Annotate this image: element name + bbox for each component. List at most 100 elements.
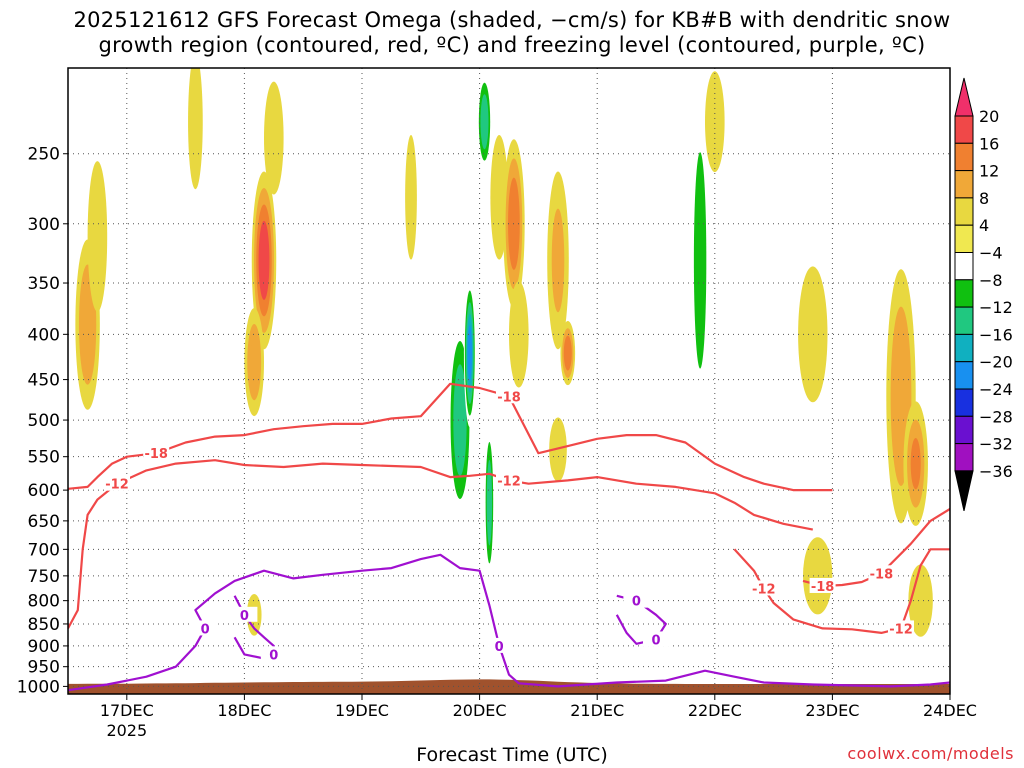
- omega-blob-7-level-1: [407, 160, 415, 234]
- colorbar-segment-3: [954, 197, 974, 226]
- omega-blob-11-level-3: [482, 105, 487, 138]
- dgz-contour-1: [68, 459, 814, 629]
- dgz-contour-label-bg-3-0: [809, 577, 836, 593]
- colorbar-label-13: −36: [979, 462, 1013, 481]
- colorbar-segment-2: [954, 170, 974, 199]
- x-tick-label-18DEC: 18DEC: [217, 701, 271, 720]
- freezing-contour-label-2-1: 0: [269, 648, 278, 663]
- dgz-contour-label-bg-0-0: [143, 445, 170, 461]
- colorbar-label-4: 4: [979, 216, 989, 235]
- colorbar-segment-10: [954, 388, 974, 417]
- omega-blob-2-level-1: [191, 82, 200, 162]
- y-tick-label-750: 750: [28, 567, 60, 587]
- y-tick-label-250: 250: [28, 145, 60, 165]
- x-axis-label: Forecast Time (UTC): [416, 744, 608, 766]
- omega-blob-0-level-2: [82, 289, 93, 360]
- x-tick-label-20DEC: 20DEC: [453, 701, 507, 720]
- dgz-contour-label-1-1: -12: [497, 474, 521, 489]
- y-tick-label-300: 300: [28, 215, 60, 235]
- omega-blob-18-level-1: [552, 430, 564, 469]
- colorbar-label-10: −24: [979, 380, 1013, 399]
- y-tick-label-900: 900: [28, 637, 60, 657]
- colorbar-label-7: −12: [979, 298, 1013, 317]
- y-tick-label-1000: 1000: [17, 677, 60, 697]
- omega-blob-12-level-3: [487, 477, 491, 528]
- dgz-contour-label-bg-1-0: [104, 475, 130, 491]
- dgz-contour-label-bg-3-1: [868, 565, 895, 581]
- omega-blob-23-level-1: [805, 120, 820, 217]
- chart-title-line2: growth region (contoured, red, ºC) and f…: [98, 33, 926, 57]
- dgz-contour-label-3-1: -18: [870, 567, 894, 582]
- y-tick-label-800: 800: [28, 592, 60, 612]
- y-tick-label-400: 400: [28, 325, 60, 345]
- x-tick-label-17DEC: 17DEC: [100, 701, 154, 720]
- freezing-contour-label-bg-2-1: [260, 646, 287, 662]
- colorbar-label-5: −4: [979, 244, 1003, 263]
- x-tick-label-21DEC: 21DEC: [570, 701, 624, 720]
- colorbar-label-3: 8: [979, 189, 989, 208]
- y-tick-label-550: 550: [28, 448, 60, 468]
- freezing-contour-label-1-1: 0: [651, 633, 660, 648]
- colorbar-label-9: −20: [979, 353, 1013, 372]
- omega-blob-20-level-2: [696, 197, 704, 324]
- colorbar-segment-11: [954, 415, 974, 445]
- dgz-contour-label-0-1: -18: [497, 390, 521, 405]
- dgz-contour-label-0-0: -18: [144, 447, 168, 462]
- omega-blob-17-level-3: [565, 342, 571, 364]
- omega-blob-10-level-5: [468, 336, 472, 370]
- y-tick-label-650: 650: [28, 512, 60, 532]
- colorbar-label-6: −8: [979, 271, 1003, 290]
- x-tick-label-24DEC: 24DEC: [923, 701, 977, 720]
- omega-blob-27-level-2: [910, 437, 921, 490]
- dgz-contour-label-1-0: -12: [105, 478, 129, 493]
- omega-blob-21-level-1: [700, 441, 710, 486]
- colorbar-segment-1: [954, 142, 974, 172]
- credit-link[interactable]: coolwx.com/models: [847, 744, 1014, 763]
- x-tick-label-23DEC: 23DEC: [805, 701, 859, 720]
- y-tick-label-350: 350: [28, 274, 60, 294]
- y-tick-label-850: 850: [28, 615, 60, 635]
- omega-blob-8-level-1: [434, 197, 447, 324]
- colorbar-label-0: 20: [979, 107, 999, 126]
- omega-blob-1-level-1: [91, 192, 104, 281]
- x-tick-label-22DEC: 22DEC: [688, 701, 742, 720]
- y-tick-label-600: 600: [28, 481, 60, 501]
- x-tick-sublabel-17DEC: 2025: [106, 721, 147, 740]
- colorbar-segment-9: [954, 361, 974, 390]
- freezing-contour-label-bg-0-1: [486, 637, 513, 653]
- freezing-contour-label-2-0: 0: [240, 609, 249, 624]
- colorbar-segment-6: [954, 279, 974, 308]
- colorbar-segment-8: [954, 333, 974, 363]
- colorbar-segment-4: [954, 224, 974, 253]
- omega-blob-13-level-1: [494, 160, 505, 234]
- chart-title-line1: 2025121612 GFS Forecast Omega (shaded, −…: [73, 8, 951, 32]
- omega-blob-5-level-1: [268, 105, 280, 171]
- omega-blob-3-level-4: [260, 237, 268, 284]
- dgz-contour-label-3-0: -18: [811, 580, 835, 595]
- freezing-contour-label-bg-0-0: [192, 620, 219, 636]
- colorbar-bottom-arrow: [954, 470, 974, 512]
- omega-blob-19-level-1: [650, 82, 662, 162]
- omega-blob-24-level-1: [804, 294, 822, 374]
- omega-blob-16-level-1: [551, 208, 565, 313]
- dgz-contour-label-bg-2-0: [750, 580, 777, 596]
- colorbar-label-2: 12: [979, 162, 999, 181]
- freezing-contour-label-0-1: 0: [495, 640, 504, 655]
- colorbar-label-12: −32: [979, 435, 1013, 454]
- freezing-contour-label-bg-1-0: [623, 592, 650, 608]
- y-tick-label-950: 950: [28, 658, 60, 678]
- dgz-contour-label-bg-2-1: [888, 620, 914, 636]
- omega-blob-9-level-3: [456, 387, 464, 453]
- dgz-contour-label-2-0: -12: [752, 582, 776, 597]
- omega-blob-4-level-2: [250, 339, 259, 385]
- colorbar-label-11: −28: [979, 407, 1013, 426]
- freezing-contour-label-bg-2-0: [231, 606, 258, 622]
- freezing-contour-label-0-0: 0: [201, 622, 210, 637]
- freezing-contour-label-bg-1-1: [643, 631, 669, 647]
- y-tick-label-450: 450: [28, 371, 60, 391]
- colorbar-segment-5: [954, 252, 974, 281]
- plot-area: -18 -18 -12 -12 -12 -12 -18 -18 0 0 0 0 0 0: [68, 68, 950, 694]
- colorbar: 20 16 12 8 4 −4 −8 −12 −16 −20 −24 −28 −32 −36: [954, 77, 1013, 512]
- y-tick-label-500: 500: [28, 411, 60, 431]
